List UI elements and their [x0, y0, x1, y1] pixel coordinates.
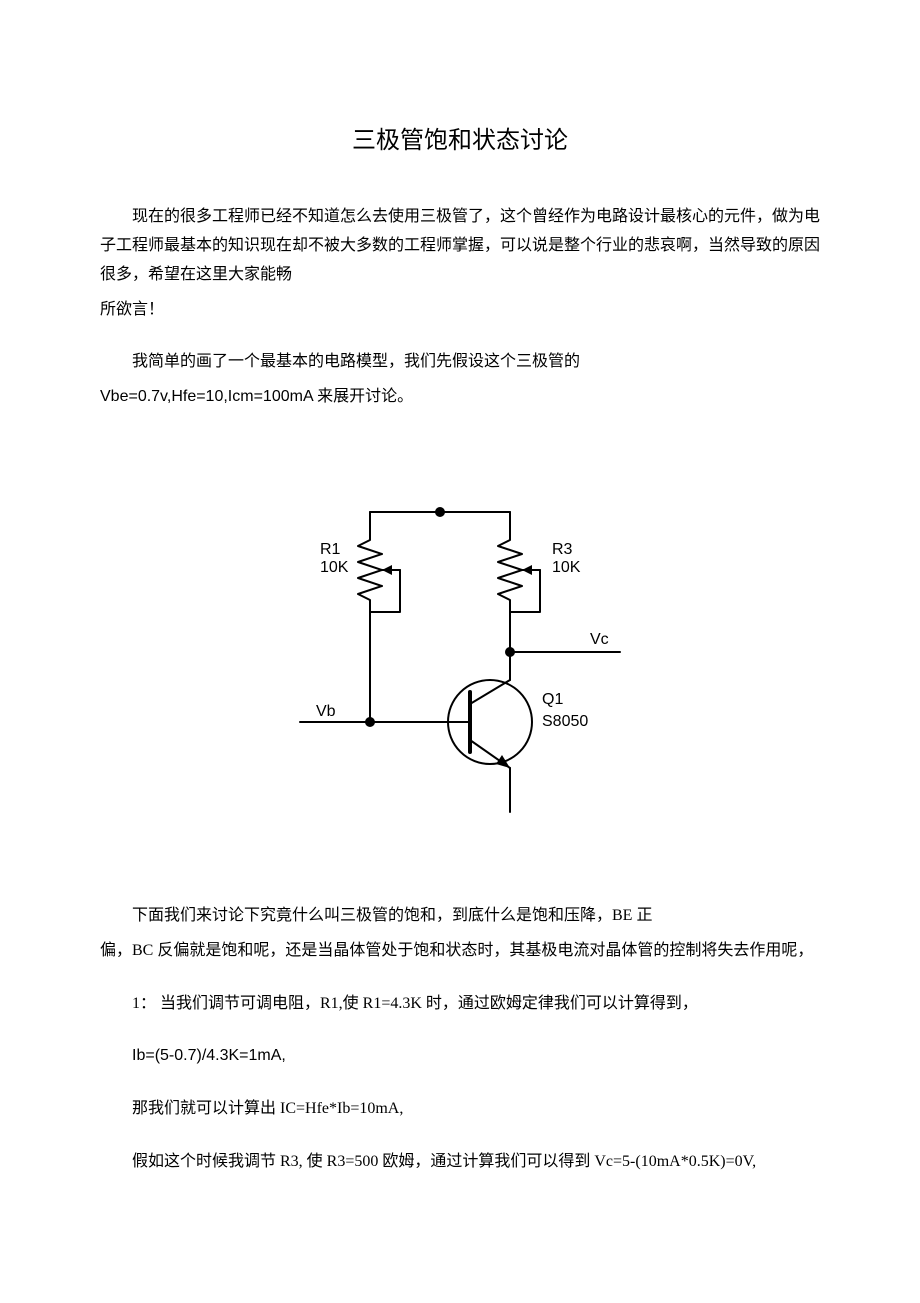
label-q1-part: S8050	[542, 713, 588, 730]
paragraph-ic-eq: 那我们就可以计算出 IC=Hfe*Ib=10mA,	[100, 1095, 820, 1124]
label-q1: Q1	[542, 691, 563, 708]
label-r1-value: 10K	[320, 559, 349, 576]
paragraph-discuss-a: 下面我们来讨论下究竟什么叫三极管的饱和，到底什么是饱和压降，BE 正	[100, 902, 820, 931]
paragraph-vc-eq: 假如这个时候我调节 R3, 使 R3=500 欧姆，通过计算我们可以得到 Vc=…	[100, 1148, 820, 1177]
circuit-svg: R1 10K R3 10K Vc Vb Q1 S8050	[280, 492, 640, 822]
paragraph-ib-eq: Ib=(5-0.7)/4.3K=1mA,	[100, 1042, 820, 1071]
label-r1: R1	[320, 541, 341, 558]
label-vb: Vb	[316, 703, 336, 720]
paragraph-discuss-b: 偏，BC 反偏就是饱和呢，还是当晶体管处于饱和状态时，其基极电流对晶体管的控制将…	[100, 937, 820, 966]
label-r3: R3	[552, 541, 573, 558]
paragraph-step1: 1： 当我们调节可调电阻，R1,使 R1=4.3K 时，通过欧姆定律我们可以计算…	[100, 990, 820, 1019]
circuit-labels: R1 10K R3 10K Vc Vb Q1 S8050	[316, 541, 609, 730]
label-vc: Vc	[590, 631, 609, 648]
label-r3-value: 10K	[552, 559, 581, 576]
circuit-diagram: R1 10K R3 10K Vc Vb Q1 S8050	[100, 492, 820, 822]
paragraph-model-a: 我简单的画了一个最基本的电路模型，我们先假设这个三极管的	[100, 348, 820, 377]
paragraph-intro-tail: 所欲言！	[100, 296, 820, 325]
paragraph-model-b: Vbe=0.7v,Hfe=10,Icm=100mA 来展开讨论。	[100, 383, 820, 412]
document-title: 三极管饱和状态讨论	[100, 120, 820, 163]
paragraph-intro: 现在的很多工程师已经不知道怎么去使用三极管了，这个曾经作为电路设计最核心的元件，…	[100, 203, 820, 289]
